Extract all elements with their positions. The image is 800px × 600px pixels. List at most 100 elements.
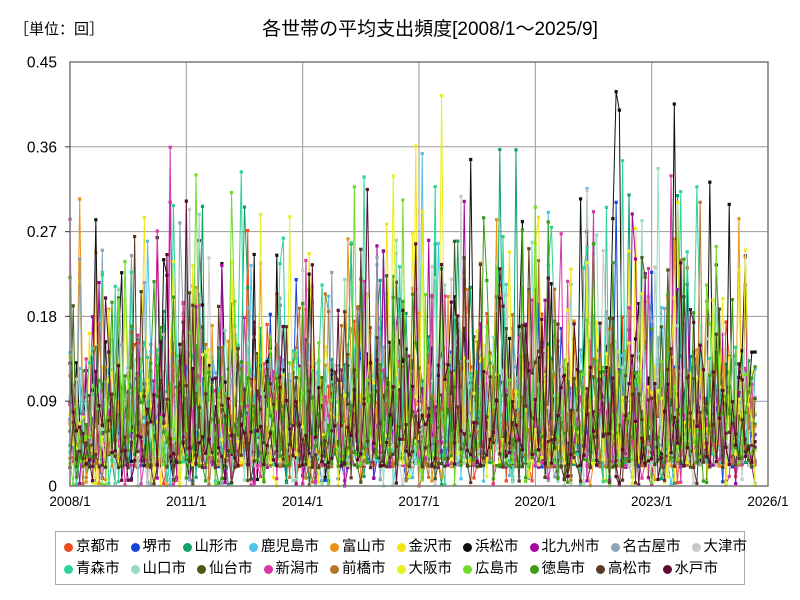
series-marker [323,478,327,483]
series-marker [152,463,156,467]
series-marker [294,477,298,482]
series-marker [553,475,557,479]
series-marker [145,443,150,447]
legend-item-水戸市[interactable]: 水戸市 [662,561,718,577]
series-marker [737,397,741,401]
series-marker [753,367,757,371]
legend-item-広島市[interactable]: 広島市 [463,561,519,577]
series-marker [591,435,596,439]
series-marker [242,386,247,390]
series-marker [129,459,133,463]
series-marker [78,421,82,425]
legend-item-浜松市[interactable]: 浜松市 [463,539,519,555]
legend-marker-icon [662,564,672,574]
series-marker [120,434,124,439]
series-marker [100,482,104,486]
series-marker [423,399,428,404]
series-marker [84,462,88,466]
legend-item-大津市[interactable]: 大津市 [691,539,747,555]
series-marker [482,399,486,403]
series-marker [262,480,266,484]
series-marker [391,432,395,436]
series-marker [753,424,757,428]
series-marker [120,343,124,347]
series-marker [582,385,586,389]
legend-item-名古屋市[interactable]: 名古屋市 [610,539,681,555]
legend-item-徳島市[interactable]: 徳島市 [529,561,585,577]
series-marker [423,418,428,422]
series-marker [178,342,182,346]
series-marker [562,358,567,362]
series-marker [698,325,702,329]
series-marker [705,417,709,421]
series-marker [226,339,230,343]
legend-marker-icon [463,542,472,552]
series-marker [410,475,415,480]
series-marker [527,428,531,432]
legend-item-山形市[interactable]: 山形市 [182,539,238,555]
series-marker [494,372,499,376]
series-marker [711,452,715,456]
series-marker [488,361,492,365]
series-marker [385,440,389,445]
series-marker [743,372,747,376]
series-marker [242,478,247,482]
series-marker [698,459,702,463]
series-marker [614,388,618,392]
series-marker [301,481,305,485]
series-marker [378,478,382,482]
series-marker [207,482,211,486]
series-marker [220,464,224,469]
series-marker [675,461,680,465]
series-marker [275,397,279,401]
legend-item-山口市[interactable]: 山口市 [130,561,186,577]
legend-item-仙台市[interactable]: 仙台市 [197,561,253,577]
series-marker [220,263,224,267]
series-marker [78,440,82,444]
series-marker [133,358,137,362]
series-marker [569,459,573,463]
legend-item-鹿児島市[interactable]: 鹿児島市 [249,539,319,555]
series-marker [478,384,482,388]
series-marker [633,419,638,423]
legend-item-金沢市[interactable]: 金沢市 [396,539,452,555]
legend-item-北九州市[interactable]: 北九州市 [529,539,600,555]
series-marker [543,348,547,352]
series-marker [362,462,366,466]
legend-item-前橋市[interactable]: 前橋市 [330,561,386,577]
series-marker [598,465,602,469]
legend-item-青森市[interactable]: 青森市 [64,561,120,577]
legend-item-堺市[interactable]: 堺市 [130,539,172,555]
series-marker [94,218,98,222]
series-marker [469,157,473,162]
series-marker [511,313,515,317]
series-marker [229,450,234,454]
legend-item-新潟市[interactable]: 新潟市 [263,561,319,577]
series-marker [162,441,166,445]
series-marker [446,294,450,299]
series-marker [265,399,269,403]
series-marker [194,391,198,395]
series-marker [220,429,224,433]
legend-item-京都市[interactable]: 京都市 [64,539,120,555]
series-marker [236,449,240,453]
series-marker [158,378,163,383]
series-marker [162,309,166,314]
series-marker [604,344,609,348]
series-marker [304,258,308,263]
series-marker [110,392,114,396]
series-marker [362,365,366,369]
series-marker [259,212,263,216]
series-marker [194,285,198,290]
series-marker [107,393,111,397]
series-marker [71,304,75,308]
legend-marker-icon [197,564,206,574]
legend-item-高松市[interactable]: 高松市 [596,561,652,577]
series-marker [682,413,686,418]
series-marker [559,326,563,331]
series-marker [507,402,512,406]
series-marker [381,345,386,349]
series-marker [452,385,457,389]
legend-item-大阪市[interactable]: 大阪市 [396,561,452,577]
legend-item-富山市[interactable]: 富山市 [330,539,386,555]
